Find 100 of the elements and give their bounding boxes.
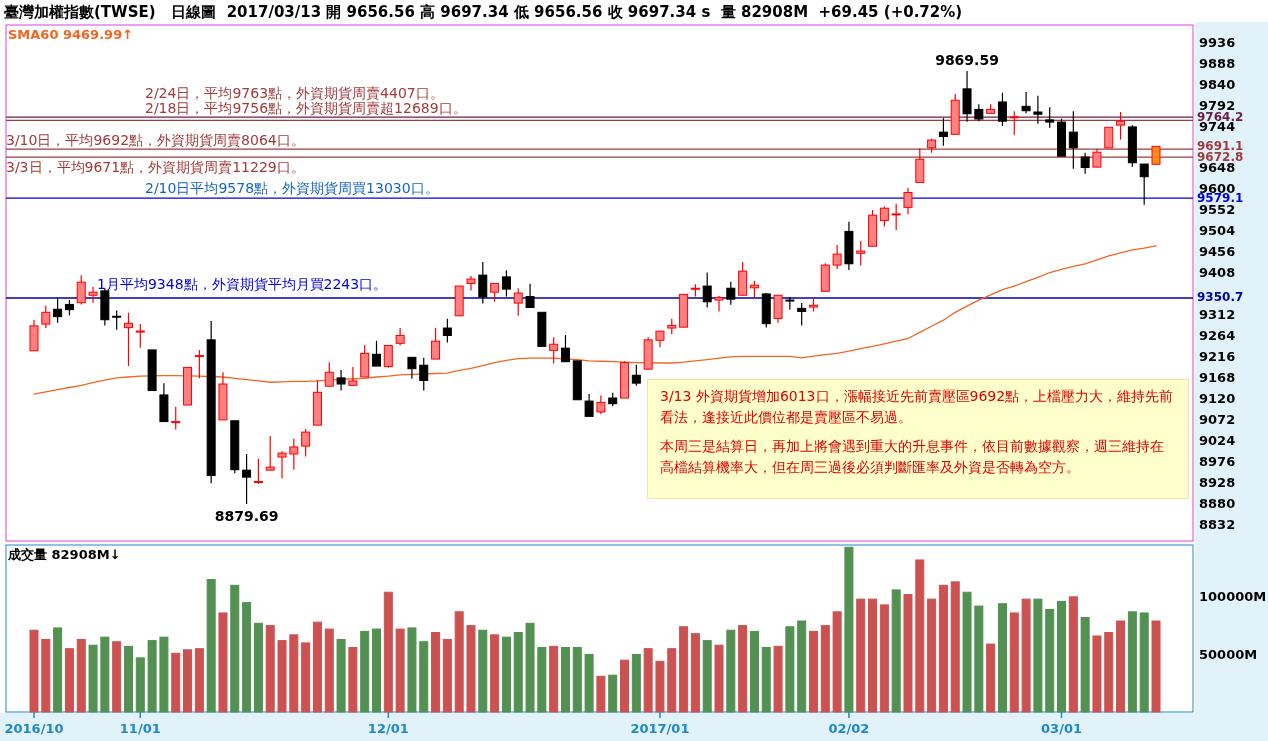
y-tick-label: 8880 [1199,496,1236,512]
y-tick-label: 9312 [1199,307,1236,323]
candlestick [773,294,783,324]
bar [856,598,866,713]
chart-title: 成交量 82908M↓ [7,547,121,562]
y-tick-label: 9216 [1199,349,1236,365]
x-tick-label: 2017/01 [630,721,690,736]
bar [1127,611,1137,713]
bar [41,638,51,713]
bar [360,630,370,713]
candlestick [1092,148,1102,168]
bar [726,629,736,713]
bar [501,636,511,713]
candlestick [277,450,287,480]
bar [265,625,275,713]
annotation: 3/10日，平均9692點，外資期貨周賣8064口。 [6,132,305,148]
candlestick [501,269,511,298]
bar [253,622,263,713]
candlestick [856,240,866,267]
bar [962,591,972,713]
bar [714,644,724,713]
bar [301,642,311,713]
candlestick [702,271,712,309]
bar [1057,600,1067,713]
annotation: 2/24日，平均9763點，外資期貨周賣4407口。 [145,85,444,101]
bar [690,633,700,713]
candlestick [336,369,346,392]
bar [1021,598,1031,713]
candlestick [383,344,393,369]
y-tick-label: 50000M [1199,646,1258,662]
candlestick [123,312,133,367]
bar [466,625,476,713]
y-tick-label: 100000M [1199,589,1267,605]
y-tick-label: 9456 [1199,244,1236,260]
bar [513,632,523,713]
y-tick-label: 9552 [1199,202,1236,218]
candlestick [348,366,358,386]
bar [230,584,240,713]
bar [974,605,984,713]
annotation: 2/18日，平均9756點，外資期貨周賣超12689口。 [145,100,467,116]
candlestick [560,334,570,363]
bar [147,640,157,713]
candlestick [903,187,913,215]
bar [1080,617,1090,713]
ref-line-label: 9350.7 [1197,290,1244,305]
candlestick [442,318,452,344]
bar [667,648,677,713]
candlestick [1139,163,1149,206]
text: SMA60 9469.99↑ [8,27,134,42]
bar [242,602,252,713]
candlestick [171,406,181,431]
candlestick [1068,110,1078,170]
bar [655,660,665,713]
candlestick [112,309,122,331]
candlestick [915,147,925,184]
candlestick [88,286,98,304]
candlestick [631,364,641,387]
candlestick [714,295,724,313]
bar [903,594,913,713]
bar [53,627,63,713]
annotation: 8879.69 [214,507,279,524]
bar [820,625,830,713]
bar [324,628,334,713]
bar [88,644,98,713]
candlestick [490,282,500,303]
bar [844,546,854,713]
candlestick [372,340,382,367]
bar [537,647,547,713]
candlestick [879,205,889,228]
bar [76,638,86,713]
bar [950,581,960,713]
bar [868,598,878,713]
bar [927,598,937,713]
candlestick [289,438,299,471]
bar [135,657,145,713]
bar [997,603,1007,713]
candlestick [1045,106,1055,129]
y-tick-label: 9072 [1199,412,1236,428]
bar [336,638,346,713]
candlestick [466,275,476,292]
candlestick [135,323,145,349]
candlestick [431,327,441,360]
bar [1116,620,1126,713]
bar [572,647,582,713]
y-tick-label: 9792 [1199,97,1236,113]
bar [383,591,393,713]
candlestick [407,356,417,380]
candlestick [1033,95,1043,125]
bar [986,643,996,713]
y-tick-label: 9120 [1199,391,1236,407]
bar [608,674,618,713]
bar [1009,612,1019,713]
bar [277,640,287,713]
bar [584,653,594,713]
candlestick [53,296,63,324]
annotation: 1月平均9348點，外資期貨平均月買2243口。 [97,276,388,292]
y-tick-label: 9168 [1199,370,1236,386]
bar [64,648,74,713]
bar [797,620,807,713]
annotation: 3/3日，平均9671點，外資期貨周賣11229口。 [6,159,305,175]
